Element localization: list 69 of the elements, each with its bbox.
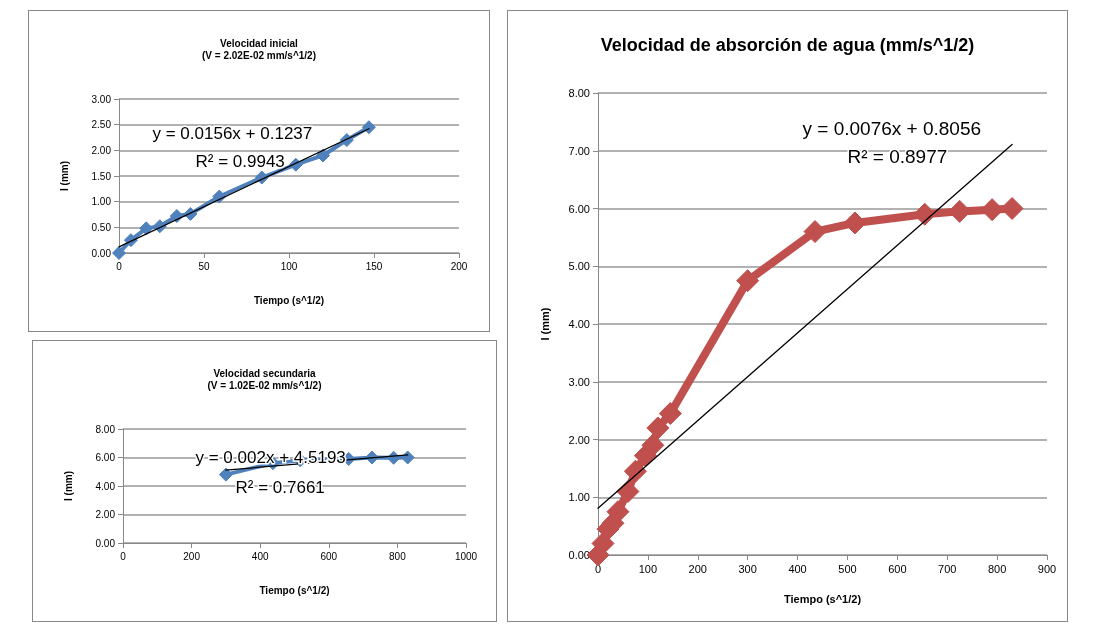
- y-tick-label: 7.00: [568, 144, 590, 157]
- x-tick-label: 700: [938, 562, 957, 575]
- y-tick-label: 2.00: [91, 144, 112, 156]
- y-axis-title: I (mm): [538, 307, 551, 341]
- y-tick-label: 0.00: [95, 537, 116, 549]
- point: [736, 269, 760, 293]
- y-tick-label: 8.00: [568, 87, 590, 99]
- x-axis-title: Tiempo (s^1/2): [253, 294, 325, 306]
- point: [658, 402, 682, 426]
- point: [641, 433, 665, 457]
- y-tick-label: 1.00: [91, 196, 112, 208]
- x-tick-label: 600: [888, 562, 907, 575]
- y-tick-label: 8.00: [95, 423, 116, 435]
- x-tick-label: 50: [198, 260, 210, 272]
- x-tick-label: 150: [365, 260, 383, 272]
- x-tick-label: 900: [1037, 562, 1057, 575]
- point: [361, 120, 376, 135]
- y-tick-label: 4.00: [95, 480, 116, 492]
- chart-title: Velocidad secundaria: [213, 367, 317, 379]
- annotation: y = 0.0076x + 0.8056: [802, 117, 982, 139]
- x-tick-label: 400: [251, 550, 269, 562]
- x-tick-label: 200: [688, 562, 707, 575]
- x-tick-label: 500: [838, 562, 857, 575]
- x-tick-label: 200: [450, 260, 468, 272]
- y-tick-label: 6.00: [568, 202, 590, 215]
- y-tick-label: 6.00: [95, 452, 116, 463]
- y-tick-label: 4.00: [568, 318, 590, 330]
- y-tick-label: 5.00: [568, 260, 590, 273]
- y-tick-label: 2.00: [95, 509, 116, 520]
- y-tick-label: 1.50: [91, 170, 112, 182]
- x-axis-title: Tiempo (s^1/2): [259, 584, 330, 596]
- chart-subtitle: (V = 2.02E-02 mm/s^1/2): [202, 49, 316, 61]
- point: [112, 246, 126, 260]
- x-tick-label: 100: [280, 260, 298, 272]
- chart-title: Velocidad inicial: [220, 37, 299, 49]
- y-axis-title: I (mm): [62, 471, 74, 501]
- chart-title: Velocidad de absorción de agua (mm/s^1/2): [600, 35, 975, 55]
- y-tick-label: 2.00: [568, 433, 590, 446]
- annotation: R² = 0.7661: [235, 477, 325, 497]
- y-tick-label: 3.00: [568, 375, 590, 388]
- point: [646, 416, 670, 440]
- y-tick-label: 2.50: [91, 119, 112, 131]
- point: [803, 220, 827, 244]
- point: [616, 479, 640, 503]
- x-tick-label: 100: [638, 562, 658, 575]
- x-tick-label: 600: [320, 550, 338, 562]
- x-tick-label: 0: [116, 260, 123, 272]
- point: [591, 531, 615, 555]
- x-tick-label: 300: [738, 562, 757, 575]
- y-tick-label: 0.00: [91, 247, 112, 259]
- y-tick-label: 0.50: [91, 221, 112, 233]
- y-tick-label: 3.00: [91, 93, 112, 105]
- x-tick-label: 0: [120, 550, 127, 562]
- annotation: y = 0.0156x + 0.1237: [152, 123, 313, 143]
- point: [139, 221, 154, 236]
- y-tick-label: 1.00: [568, 491, 590, 504]
- annotation: R² = 0.9943: [195, 151, 285, 171]
- point: [623, 459, 647, 483]
- x-tick-label: 1000: [454, 550, 478, 562]
- y-axis-title: I (mm): [58, 161, 70, 191]
- point: [400, 450, 415, 465]
- point: [218, 467, 233, 482]
- x-tick-label: 800: [987, 562, 1007, 575]
- annotation: R² = 0.8977: [847, 145, 948, 167]
- x-tick-label: 200: [183, 550, 201, 562]
- chart-subtitle: (V = 1.02E-02 mm/s^1/2): [207, 379, 322, 391]
- x-tick-label: 400: [788, 562, 807, 575]
- x-axis-title: Tiempo (s^1/2): [783, 592, 862, 605]
- x-tick-label: 800: [389, 550, 407, 562]
